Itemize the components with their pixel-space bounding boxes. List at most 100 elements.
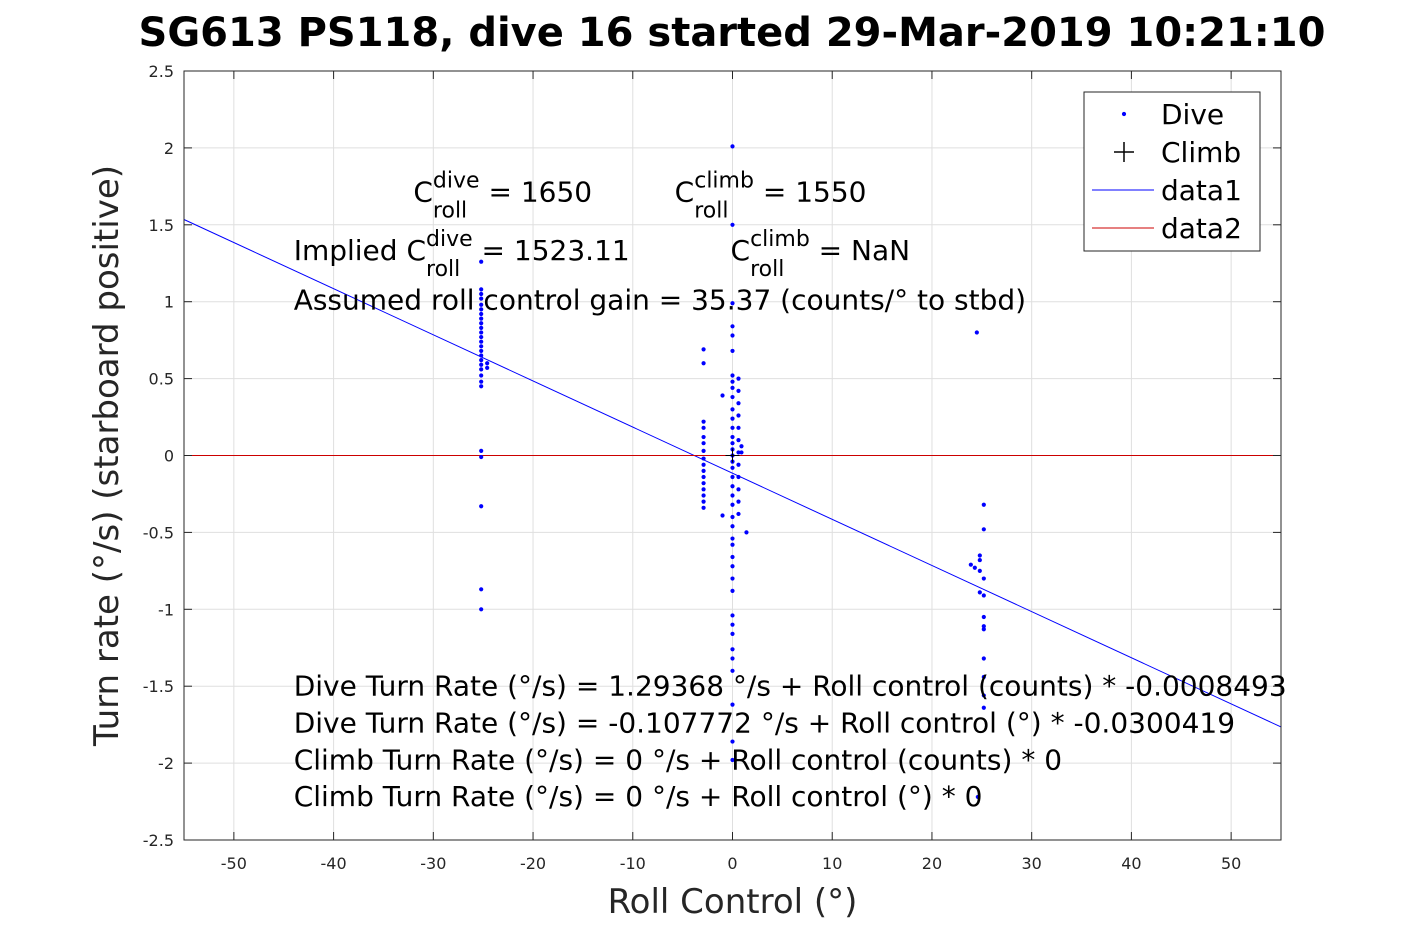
dive-point <box>720 393 725 398</box>
dive-point <box>730 622 735 627</box>
dive-point <box>701 434 706 440</box>
dive-point <box>479 330 484 335</box>
dive-point <box>736 474 741 480</box>
dive-point <box>479 348 484 354</box>
dive-point <box>736 388 741 394</box>
dive-point <box>730 631 735 637</box>
dive-point <box>479 344 484 349</box>
dive-point <box>981 624 986 629</box>
annotation-eq3: Climb Turn Rate (°/s) = 0 °/s + Roll con… <box>294 743 1062 776</box>
y-tick-label: -2.5 <box>143 831 174 850</box>
legend-label: Dive <box>1161 98 1224 131</box>
dive-point <box>701 462 706 467</box>
dive-point <box>736 499 741 504</box>
dive-point <box>736 450 741 455</box>
x-tick-label: 50 <box>1221 854 1241 873</box>
dive-point <box>479 302 484 307</box>
legend-plus-marker <box>1114 142 1134 162</box>
dive-point <box>730 536 735 541</box>
dive-point <box>730 333 735 338</box>
legend-label: data1 <box>1161 174 1242 207</box>
dive-point <box>701 419 706 424</box>
dive-point <box>479 321 484 326</box>
dive-point <box>730 425 735 430</box>
dive-point <box>736 425 741 430</box>
dive-point <box>730 739 735 744</box>
dive-point <box>730 373 735 378</box>
dive-point <box>730 465 735 470</box>
series-line-data1 <box>183 219 1282 728</box>
dive-point <box>981 656 986 661</box>
dive-point <box>730 222 735 227</box>
dive-point <box>701 361 706 366</box>
dive-point <box>977 568 982 573</box>
dive-point <box>730 441 735 446</box>
legend-box <box>1083 91 1261 252</box>
dive-point <box>730 668 735 673</box>
dive-point <box>701 347 706 352</box>
dive-point <box>479 316 484 321</box>
dive-point <box>479 296 484 301</box>
dive-point <box>977 557 982 563</box>
data-points <box>479 144 986 800</box>
x-tick-label: -30 <box>420 854 446 873</box>
x-tick-label: 30 <box>1022 854 1042 873</box>
dive-point <box>730 493 735 498</box>
dive-point <box>739 444 744 449</box>
dive-point <box>981 674 986 680</box>
annotation-cclimb: Cclimb roll = 1550 <box>675 169 867 224</box>
x-tick-label: -50 <box>221 854 247 873</box>
dive-point <box>479 325 484 330</box>
dive-point <box>479 259 484 264</box>
dive-point <box>736 462 741 467</box>
dive-point <box>479 587 484 592</box>
dive-point <box>730 524 735 529</box>
dive-point <box>972 565 977 570</box>
annotation-cdive: Cdive roll = 1650 <box>413 169 592 224</box>
dive-point <box>730 554 735 560</box>
axis-ticks: -50 -40 -30 -20 -10 0 10 20 30 40 50-2.5-2-1.5-1-0… <box>143 62 1281 873</box>
x-tick-label: 20 <box>922 854 942 873</box>
annotation-eq2: Dive Turn Rate (°/s) = -0.107772 °/s + R… <box>294 706 1235 739</box>
annotation-gain: Assumed roll control gain = 35.37 (count… <box>294 283 1026 316</box>
y-tick-label: -2 <box>158 754 174 773</box>
annotation-eq4: Climb Turn Rate (°/s) = 0 °/s + Roll con… <box>294 780 983 813</box>
dive-point <box>730 656 735 661</box>
y-tick-label: -0.5 <box>143 523 174 542</box>
x-tick-label: 10 <box>822 854 842 873</box>
dive-point <box>479 339 484 344</box>
legend-label: data2 <box>1161 212 1242 245</box>
dive-point <box>736 487 741 492</box>
dive-point <box>701 456 706 461</box>
dive-point <box>730 542 735 547</box>
dive-point <box>701 425 706 430</box>
dive-point <box>730 144 735 149</box>
dive-point <box>736 401 741 406</box>
dive-point <box>485 361 490 366</box>
x-axis-label: Roll Control (°) <box>608 882 858 922</box>
dive-point <box>977 590 982 595</box>
dive-point <box>981 705 986 710</box>
dive-point <box>736 438 741 443</box>
dive-point <box>701 493 706 498</box>
dive-point <box>479 607 484 612</box>
dive-point <box>485 365 490 370</box>
dive-point <box>730 385 735 390</box>
dive-point <box>730 564 735 569</box>
dive-point <box>479 291 484 297</box>
dive-point <box>730 379 735 384</box>
y-tick-label: 0 <box>164 447 174 466</box>
dive-point <box>701 505 706 510</box>
dive-point <box>730 588 735 593</box>
climb-point <box>725 448 740 463</box>
dive-point <box>981 502 986 507</box>
dive-point <box>730 474 735 480</box>
dive-point <box>736 376 741 381</box>
x-tick-label: 0 <box>727 854 737 873</box>
dive-point <box>479 334 484 340</box>
y-tick-label: 0.5 <box>149 370 174 389</box>
dive-point <box>479 384 484 389</box>
dive-point <box>479 373 484 378</box>
y-tick-label: 2 <box>164 139 174 158</box>
dive-point <box>730 484 735 489</box>
